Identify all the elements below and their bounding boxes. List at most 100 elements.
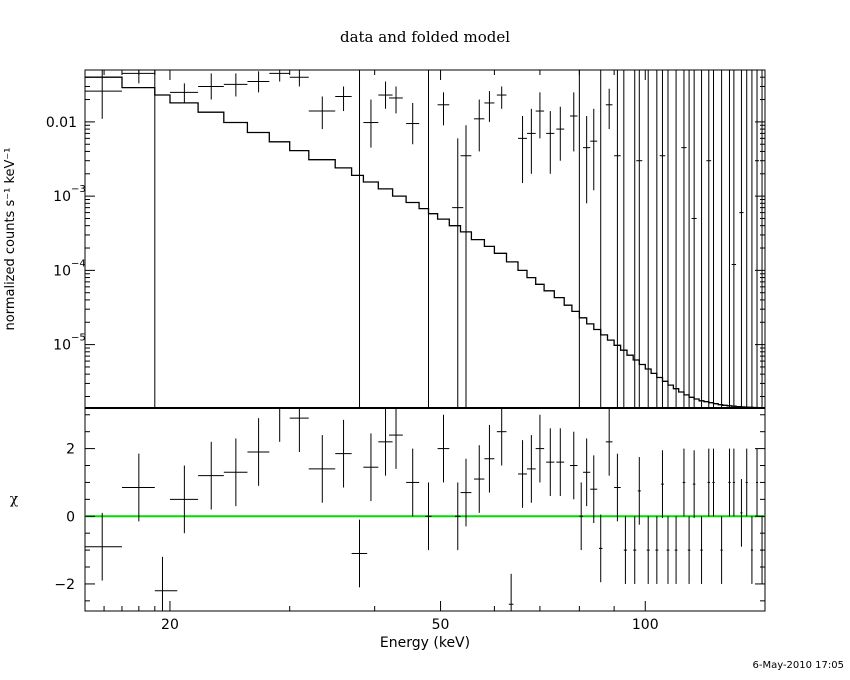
residual-point (750, 516, 753, 584)
residual-point (598, 514, 603, 583)
residual-point (518, 440, 527, 508)
data-point (583, 116, 591, 204)
y-tick-exponent: −5 (71, 333, 86, 344)
residual-point (474, 445, 485, 513)
residual-point (720, 516, 723, 584)
residual-point (508, 573, 514, 611)
data-point (269, 70, 290, 82)
residual-point (605, 408, 613, 476)
residual-point (85, 512, 122, 581)
data-point (406, 102, 420, 145)
data-point (731, 70, 737, 408)
residual-point (556, 428, 565, 496)
residual-point (546, 428, 555, 496)
residual-point (289, 408, 309, 452)
data-point (85, 70, 122, 119)
residual-point (700, 516, 703, 584)
residual-point (454, 482, 461, 551)
residual-y-label: χ (10, 492, 19, 508)
residual-point (707, 448, 710, 517)
y-tick-label: 2 (66, 442, 75, 458)
data-point (526, 108, 536, 174)
y-tick-exponent: −4 (71, 258, 86, 269)
data-point (535, 92, 545, 139)
residual-point (198, 441, 224, 510)
residual-point (633, 516, 637, 584)
data-point (289, 70, 309, 87)
data-point (691, 70, 697, 408)
data-point (335, 86, 352, 112)
data-point (452, 138, 464, 408)
residual-point (247, 418, 270, 486)
y-tick-label: −2 (54, 577, 75, 593)
data-point (484, 91, 495, 122)
residual-point (335, 419, 352, 488)
data-point (223, 73, 248, 97)
data-point (496, 86, 507, 109)
residual-point (437, 414, 450, 483)
data-point (569, 92, 578, 152)
data-point (363, 99, 379, 148)
residual-point (363, 433, 379, 502)
residual-point (154, 556, 178, 611)
residual-point (496, 408, 507, 466)
residual-point (351, 519, 368, 588)
data-point (389, 86, 403, 114)
data-point (247, 71, 270, 93)
residual-point (655, 516, 659, 584)
data-point (636, 70, 643, 408)
data-point (556, 106, 565, 161)
y-tick-label: 0.01 (46, 115, 77, 131)
residual-point (425, 482, 432, 551)
residual-point (728, 448, 731, 517)
data-point (614, 70, 621, 408)
residual-point (460, 458, 472, 527)
x-axis-label: Energy (keV) (380, 635, 470, 651)
data-point (474, 99, 485, 152)
residual-point (583, 438, 591, 507)
data-point (681, 70, 687, 408)
residual-point (579, 482, 584, 551)
y-tick-label: 10 (53, 189, 71, 205)
residual-point (692, 450, 696, 518)
residual-point (732, 448, 735, 517)
residual-point (378, 408, 393, 476)
residual-point (406, 448, 420, 517)
data-point (378, 81, 393, 109)
residual-point (682, 448, 686, 517)
top-plot-frame (84, 69, 766, 409)
residual-point (223, 438, 248, 507)
residual-point (740, 479, 743, 547)
data-point (460, 125, 472, 408)
residual-point (169, 465, 199, 534)
data-point (546, 111, 555, 174)
residual-point (614, 453, 621, 522)
x-tick-label: 20 (161, 617, 179, 633)
data-point (198, 73, 224, 100)
residual-point (623, 516, 627, 584)
residual-plot-frame (84, 407, 766, 612)
residual-point (687, 516, 691, 584)
residual-point (535, 414, 545, 483)
model-step-line (85, 76, 765, 409)
footer-timestamp: 6-May-2010 17:05 (752, 660, 844, 671)
y-tick-exponent: −3 (71, 184, 86, 195)
residual-point (269, 407, 290, 442)
residual-point (526, 435, 536, 503)
residual-point (646, 516, 650, 584)
y-tick-label: 10 (53, 263, 71, 279)
y-tick-label: 0 (66, 509, 75, 525)
residual-point (666, 516, 670, 584)
residual-point (756, 448, 759, 517)
residual-point (569, 431, 578, 500)
residual-point (121, 453, 155, 522)
data-point (590, 108, 598, 191)
data-point (605, 88, 613, 130)
data-point (308, 96, 336, 130)
data-point (754, 70, 760, 408)
y-axis-label: normalized counts s⁻¹ keV⁻¹ (3, 148, 18, 331)
residual-point (484, 424, 495, 493)
residual-point (590, 455, 598, 524)
